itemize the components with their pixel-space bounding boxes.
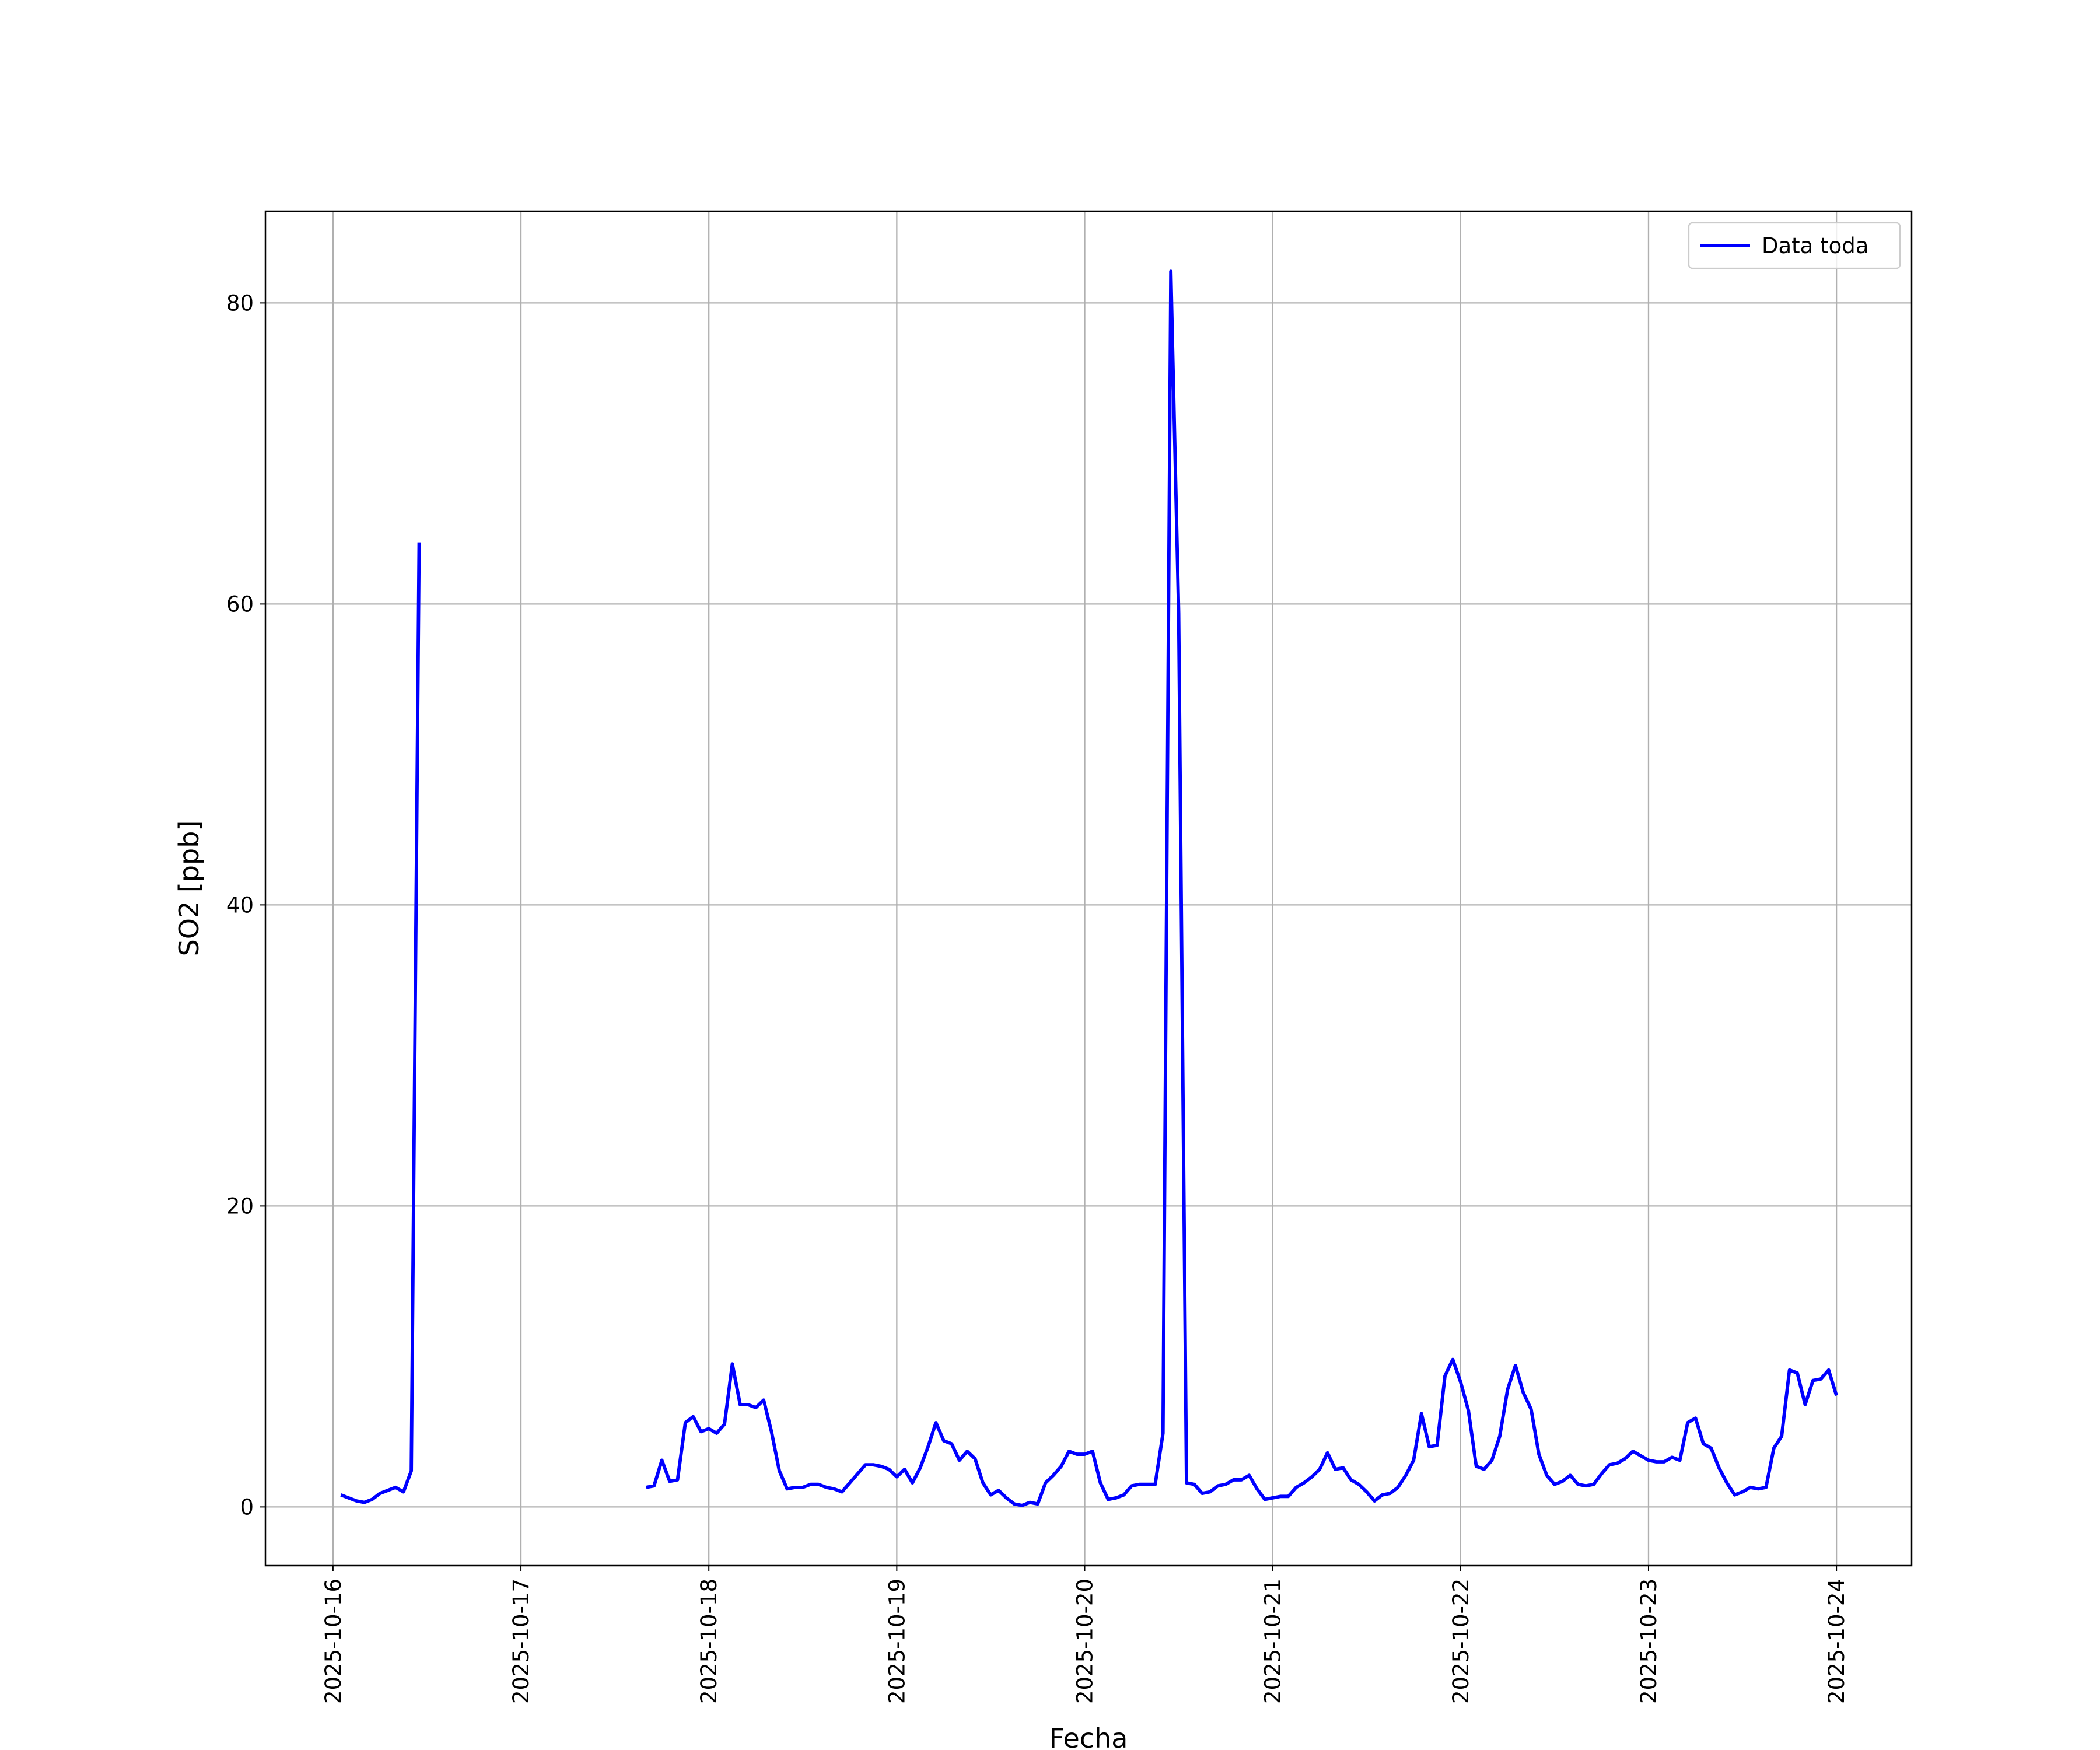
y-tick-label: 80: [226, 290, 254, 316]
x-tick-label: 2025-10-19: [884, 1578, 909, 1704]
x-tick-label: 2025-10-18: [696, 1578, 722, 1704]
x-tick-label: 2025-10-23: [1636, 1578, 1661, 1704]
x-tick-label: 2025-10-16: [321, 1578, 346, 1704]
data-line: [340, 270, 1838, 1507]
legend-box: [1688, 222, 1901, 270]
x-tick-label: 2025-10-21: [1261, 1578, 1286, 1704]
y-tick-label: 40: [226, 892, 254, 918]
x-tick-label: 2025-10-20: [1073, 1578, 1098, 1704]
y-tick-label: 60: [226, 592, 254, 617]
legend-label: Data toda: [1762, 233, 1868, 258]
x-tick-label: 2025-10-24: [1824, 1578, 1849, 1704]
plot-frame: [264, 210, 1913, 1567]
y-tick-label: 20: [226, 1194, 254, 1219]
x-axis-label: Fecha: [1049, 1723, 1128, 1750]
x-tick-label: 2025-10-22: [1448, 1578, 1474, 1704]
y-tick-label: 0: [240, 1494, 254, 1520]
x-tick-label: 2025-10-17: [509, 1578, 534, 1704]
y-axis-label: SO2 [ppb]: [173, 821, 205, 957]
